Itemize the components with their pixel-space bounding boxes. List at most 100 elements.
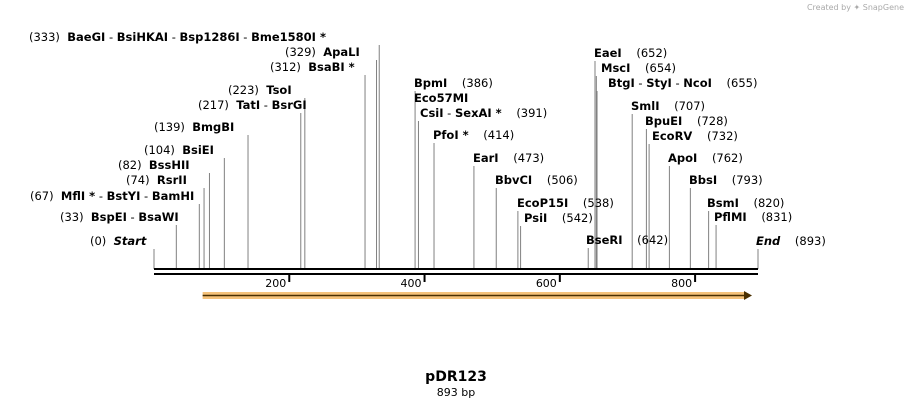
site-label[interactable]: (139) BmgBI bbox=[154, 120, 234, 134]
enzyme-separator: - bbox=[672, 76, 683, 90]
site-label[interactable]: PfoI * (414) bbox=[433, 128, 514, 142]
site-label[interactable]: BbsI (793) bbox=[689, 173, 763, 187]
label-gap bbox=[476, 128, 483, 142]
enzyme-name: EaeI bbox=[594, 46, 622, 60]
enzyme-name: Bsp1286I bbox=[180, 30, 240, 44]
feature-arrow[interactable] bbox=[202, 291, 752, 300]
site-label[interactable]: EcoP15I (538) bbox=[517, 196, 614, 210]
label-gap bbox=[106, 234, 113, 248]
enzyme-name: BsiHKAI bbox=[117, 30, 168, 44]
restriction-map: (0) Start (33) BspEI - BsaWI (67) MflI * -… bbox=[29, 30, 826, 300]
site-label[interactable]: ApoI (762) bbox=[668, 151, 743, 165]
site-label[interactable]: (217) TatI - BsrGI bbox=[198, 98, 307, 112]
snapgene-credit: Created by ✦ SnapGene bbox=[806, 3, 904, 12]
enzyme-separator: - bbox=[260, 98, 271, 112]
enzyme-name: MscI bbox=[601, 61, 630, 75]
site-label[interactable]: BbvCI (506) bbox=[495, 173, 578, 187]
site-label[interactable]: (104) BsiEI bbox=[144, 143, 214, 157]
site-label[interactable]: MscI (654) bbox=[601, 61, 676, 75]
site-label[interactable]: (329) ApaLI bbox=[285, 45, 360, 59]
enzyme-name: EcoP15I bbox=[517, 196, 568, 210]
label-gap bbox=[690, 114, 697, 128]
enzyme-name: EarI bbox=[473, 151, 499, 165]
site-label[interactable]: BpuEI (728) bbox=[645, 114, 728, 128]
site-position: (642) bbox=[637, 233, 668, 247]
site-label[interactable]: PsiI (542) bbox=[524, 211, 593, 225]
site-position: (762) bbox=[712, 151, 743, 165]
enzyme-separator: - bbox=[140, 189, 151, 203]
enzyme-name: BbsI bbox=[689, 173, 717, 187]
enzyme-name: RsrII bbox=[157, 173, 187, 187]
enzyme-name: SmlI bbox=[631, 99, 660, 113]
site-label[interactable]: (0) Start bbox=[90, 234, 147, 248]
label-gap bbox=[712, 76, 719, 90]
label-gap bbox=[623, 233, 630, 247]
site-position: (329) bbox=[285, 45, 316, 59]
site-label[interactable]: BtgI - StyI - NcoI (655) bbox=[608, 76, 757, 90]
label-gap bbox=[568, 196, 575, 210]
enzyme-name: EcoRV bbox=[652, 129, 692, 143]
site-position: (312) bbox=[270, 60, 301, 74]
site-position: (104) bbox=[144, 143, 175, 157]
label-gap bbox=[54, 189, 61, 203]
site-position: (654) bbox=[645, 61, 676, 75]
enzyme-name: BspEI bbox=[91, 210, 127, 224]
label-gap bbox=[780, 234, 787, 248]
site-label[interactable]: (312) BsaBI * bbox=[270, 60, 355, 74]
label-gap bbox=[700, 129, 707, 143]
enzyme-name: ApaLI bbox=[323, 45, 360, 59]
site-label[interactable]: SmlI (707) bbox=[631, 99, 705, 113]
site-label[interactable]: EcoRV (732) bbox=[652, 129, 738, 143]
site-position: (728) bbox=[697, 114, 728, 128]
site-position: (67) bbox=[30, 189, 54, 203]
site-position: (33) bbox=[60, 210, 84, 224]
enzyme-separator: - bbox=[444, 106, 455, 120]
enzyme-name: BaeGI bbox=[67, 30, 105, 44]
plasmid-name: pDR123 bbox=[425, 369, 487, 385]
label-gap bbox=[84, 210, 91, 224]
site-label[interactable]: (67) MflI * - BstYI - BamHI bbox=[30, 189, 194, 203]
tick-label: 200 bbox=[265, 277, 286, 290]
enzyme-name: BsmI bbox=[707, 196, 739, 210]
label-gap bbox=[705, 151, 712, 165]
site-label[interactable]: BpmI (386) bbox=[414, 76, 493, 90]
site-position: (223) bbox=[228, 83, 259, 97]
site-label[interactable]: EaeI (652) bbox=[594, 46, 667, 60]
site-position: (82) bbox=[118, 158, 142, 172]
label-gap bbox=[316, 45, 323, 59]
site-position: (0) bbox=[90, 234, 106, 248]
enzyme-name: TatI bbox=[236, 98, 260, 112]
enzyme-name: End bbox=[756, 234, 781, 248]
enzyme-name: SexAI * bbox=[455, 106, 502, 120]
site-label[interactable]: (333) BaeGI - BsiHKAI - Bsp1286I - Bme15… bbox=[29, 30, 326, 44]
site-label[interactable]: (74) RsrII bbox=[126, 173, 187, 187]
label-gap bbox=[719, 76, 726, 90]
site-label[interactable]: (223) TsoI bbox=[228, 83, 292, 97]
enzyme-separator: - bbox=[95, 189, 106, 203]
label-gap bbox=[150, 173, 157, 187]
site-position: (217) bbox=[198, 98, 229, 112]
site-position: (333) bbox=[29, 30, 60, 44]
site-label[interactable]: (82) BssHII bbox=[118, 158, 190, 172]
site-position: (414) bbox=[483, 128, 514, 142]
label-gap bbox=[532, 173, 539, 187]
site-label[interactable]: PflMI (831) bbox=[714, 210, 792, 224]
site-label[interactable]: EarI (473) bbox=[473, 151, 544, 165]
site-label[interactable]: CsiI - SexAI * (391) bbox=[420, 106, 547, 120]
enzyme-name: ApoI bbox=[668, 151, 697, 165]
site-position: (391) bbox=[516, 106, 547, 120]
label-gap bbox=[301, 60, 308, 74]
site-label[interactable]: Eco57MI bbox=[414, 91, 468, 105]
site-label[interactable]: BsmI (820) bbox=[707, 196, 784, 210]
label-gap bbox=[692, 129, 699, 143]
site-label[interactable]: (33) BspEI - BsaWI bbox=[60, 210, 179, 224]
site-position: (707) bbox=[674, 99, 705, 113]
enzyme-separator: - bbox=[240, 30, 251, 44]
site-label[interactable]: End (893) bbox=[756, 234, 826, 248]
site-labels: (0) Start (33) BspEI - BsaWI (67) MflI * -… bbox=[29, 30, 826, 248]
site-label[interactable]: BseRI (642) bbox=[586, 233, 668, 247]
label-gap bbox=[175, 143, 182, 157]
site-position: (473) bbox=[513, 151, 544, 165]
enzyme-name: BbvCI bbox=[495, 173, 532, 187]
enzyme-name: PsiI bbox=[524, 211, 547, 225]
